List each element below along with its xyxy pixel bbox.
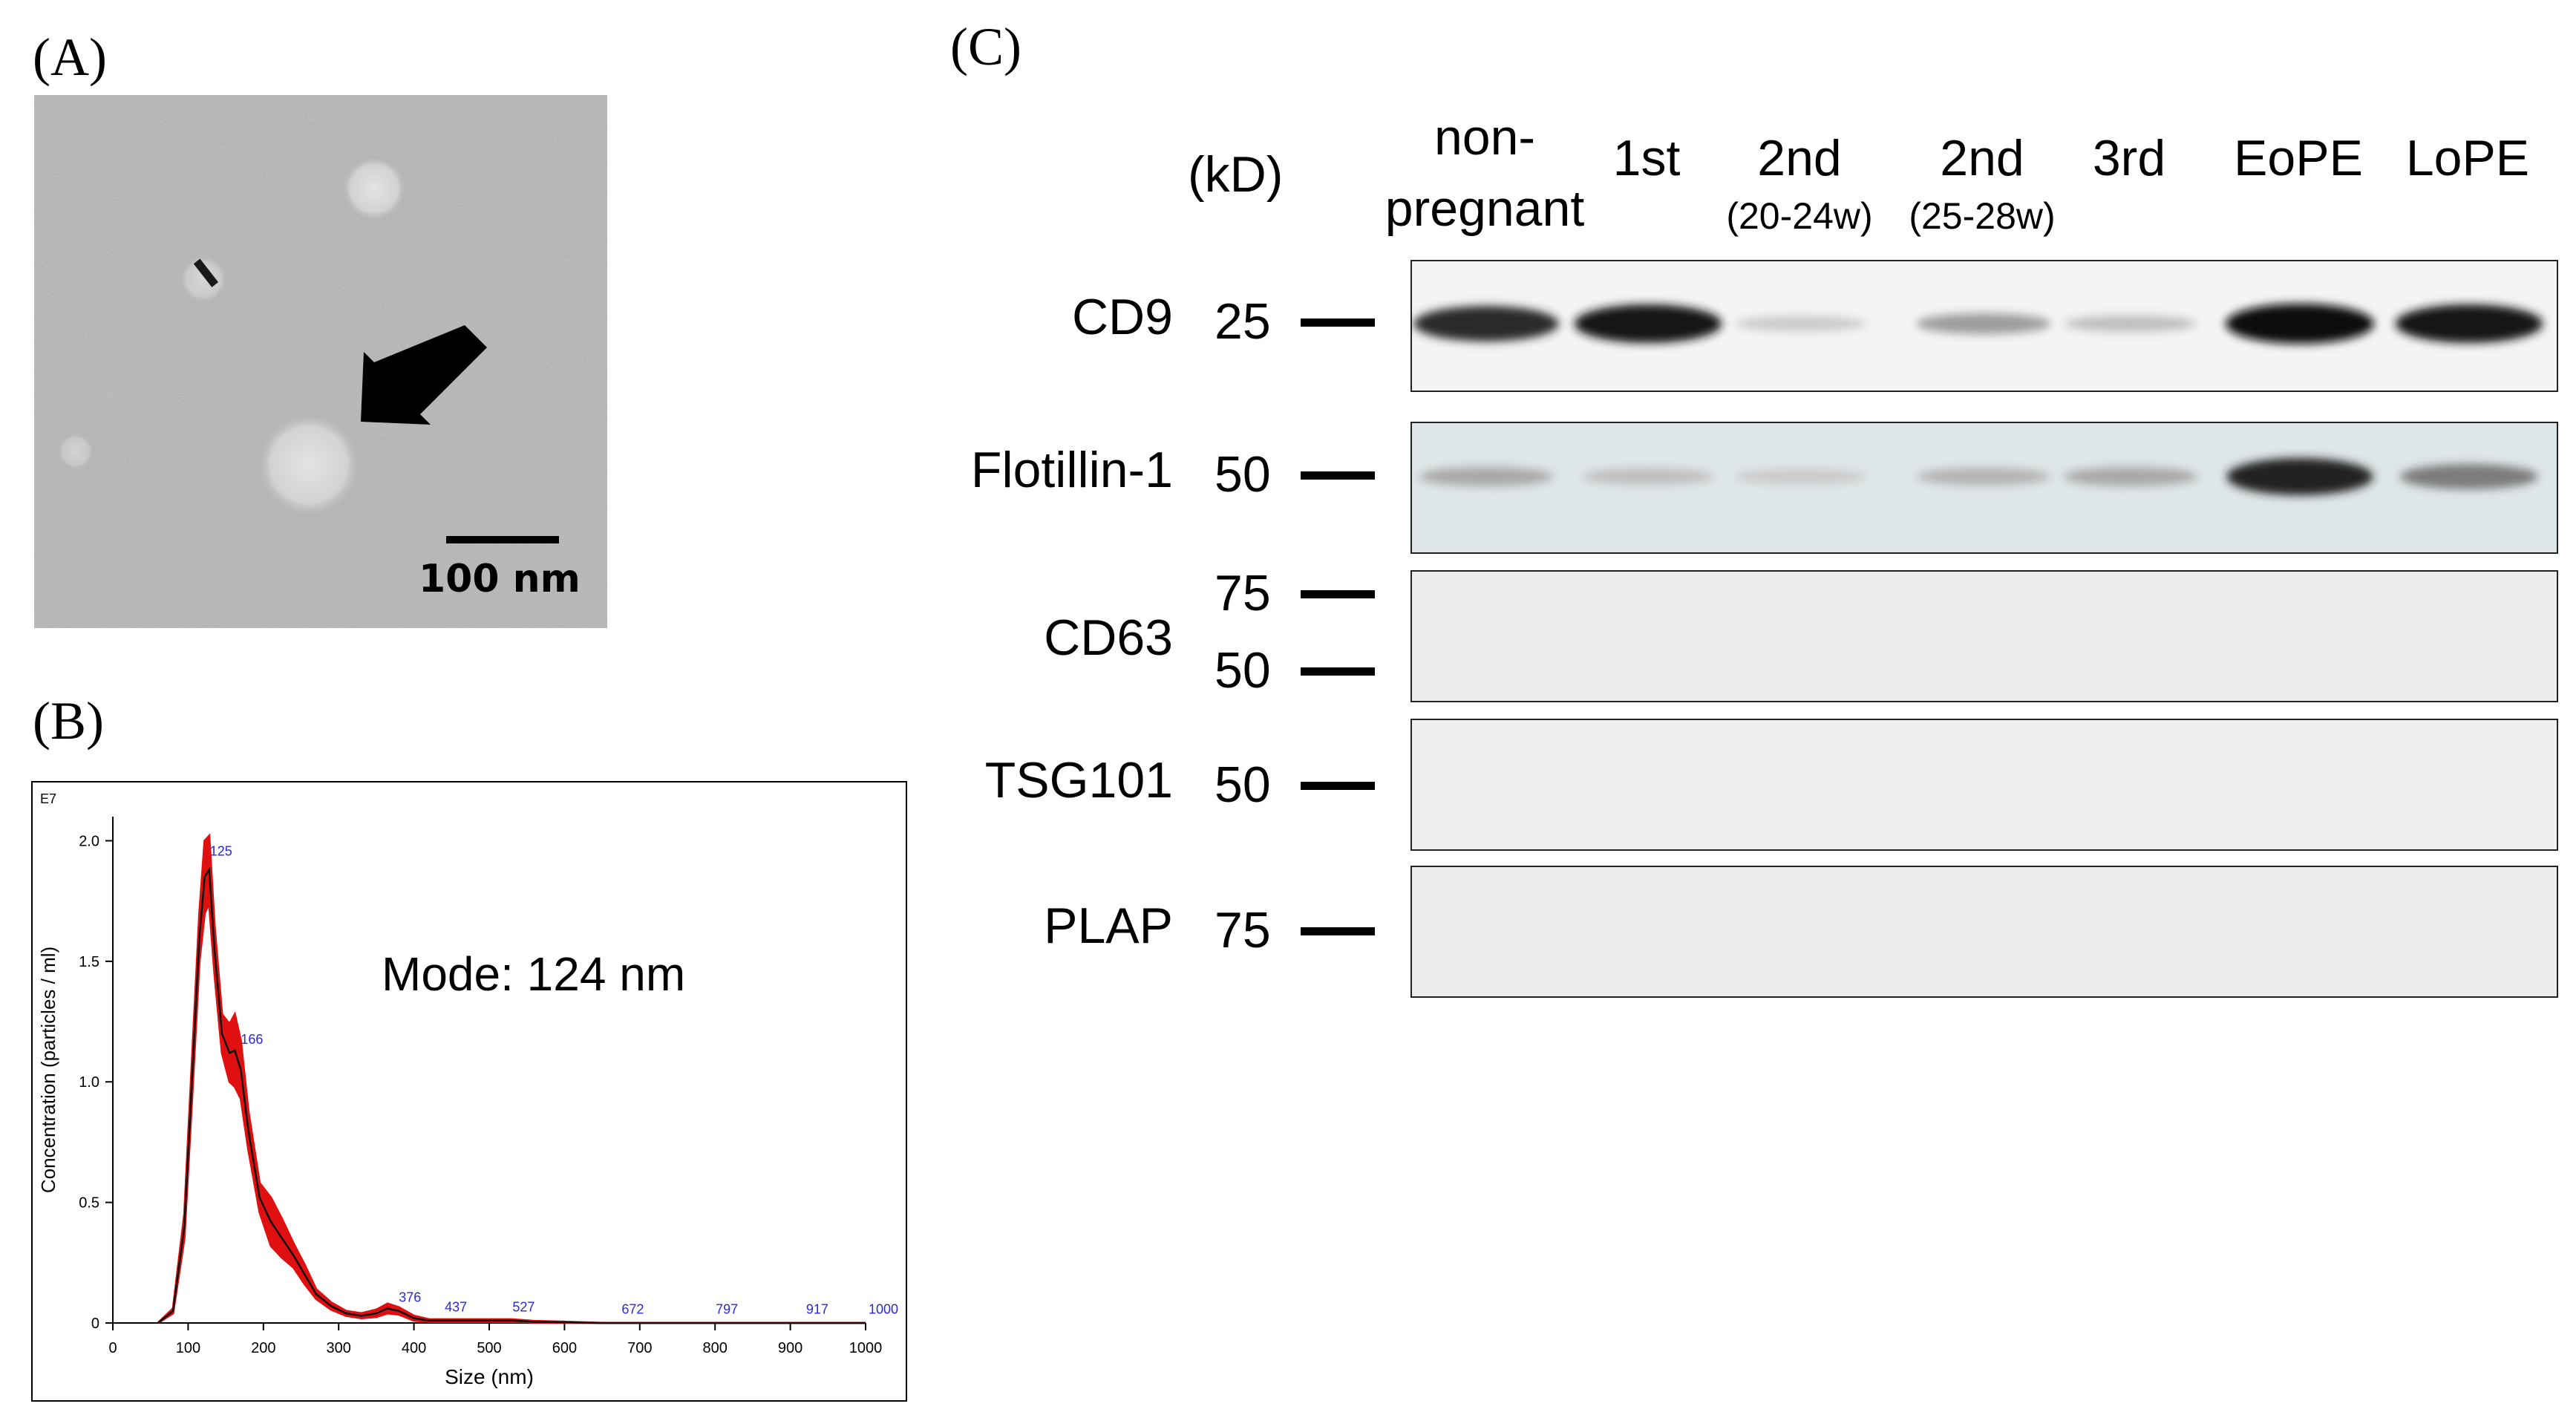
protein-band [1735,316,1867,331]
x-tick-label: 100 [176,1340,200,1356]
blot-strip [1410,719,2558,851]
lane-label: non- [1434,109,1536,166]
lane-sublabel: (25-28w) [1909,195,2056,237]
y-axis-title: Concentration (particles / ml) [37,947,59,1193]
blot-bands [1412,867,2558,998]
x-tick-label: 400 [402,1340,426,1356]
blot-strip [1410,422,2558,554]
x-tick-label: 1000 [849,1340,883,1356]
protein-band [2395,304,2543,343]
mw-marker-label: 75 [1215,565,1271,621]
protein-band [1917,468,2050,486]
protein-label: PLAP [1044,898,1173,954]
x-tick-label: 600 [552,1340,577,1356]
peak-label: 527 [512,1299,535,1314]
protein-band [2400,464,2538,489]
x-axis-title: Size (nm) [445,1365,534,1388]
peak-label: 376 [399,1290,421,1304]
lane-label: 1st [1612,130,1681,186]
x-tick-label: 800 [703,1340,728,1356]
arrow-icon [361,325,487,425]
protein-label: TSG101 [984,752,1173,808]
nta-chart-frame: 0 100 200 300 400 500 600 700 800 900 1000 0 0.5 1.0 1… [31,781,907,1402]
mw-marker-tick [1301,318,1375,327]
peak-label: 125 [210,843,232,858]
scale-bar [446,536,559,543]
y-tick-label: 2.0 [79,833,99,849]
protein-label: CD9 [1071,289,1173,345]
lane-label: LoPE [2405,130,2530,186]
y-tick-label: 1.0 [79,1074,99,1091]
error-band [157,833,866,1324]
mw-marker-label: 50 [1215,446,1271,503]
tem-micrograph: 100 nm [34,95,607,628]
mean-line [157,866,866,1324]
lane-label: pregnant [1385,180,1585,237]
protein-band [1574,304,1722,343]
mw-marker-label: 25 [1215,293,1271,350]
peak-label: 917 [806,1302,828,1317]
mw-marker-label: 50 [1215,757,1271,813]
protein-band [1582,468,1714,485]
protein-band [1735,469,1867,484]
peak-label: 1000 [869,1302,898,1317]
lane-sublabel: (20-24w) [1726,195,1873,237]
x-tick-label: 900 [778,1340,802,1356]
scale-bar-label: 100 nm [419,557,581,601]
mw-marker-tick [1301,667,1375,676]
protein-band [2063,467,2198,486]
protein-band [2226,458,2373,495]
lane-label: EoPE [2234,130,2363,186]
peak-label: 672 [621,1302,644,1317]
blot-strip [1410,866,2558,998]
protein-band [1413,306,1559,342]
mode-annotation: Mode: 124 nm [382,947,685,1001]
protein-band [2226,304,2374,344]
protein-band [1916,313,2051,334]
peak-label: 797 [716,1302,738,1317]
x-tick-label: 300 [327,1340,351,1356]
panel-label-a: (A) [33,27,107,87]
tem-image [34,95,607,628]
blot-bands [1412,720,2558,851]
x-tick-label: 700 [627,1340,652,1356]
protein-label: CD63 [1044,610,1173,666]
x-tick-label: 200 [251,1340,275,1356]
lane-label: 3rd [2092,130,2166,186]
mw-marker-tick [1301,927,1375,935]
blot-strip [1410,570,2558,702]
peak-label: 437 [445,1299,467,1314]
mw-marker-tick [1301,590,1375,598]
y-tick-label: 0.5 [79,1195,99,1212]
protein-band [1419,467,1554,486]
panel-label-b: (B) [33,691,104,751]
y-exponent-label: E7 [40,791,56,806]
blot-bands [1413,304,2543,344]
peak-label: 166 [241,1032,263,1047]
protein-band [2065,316,2197,332]
blot-bands [1412,572,2558,702]
mw-marker-label: 50 [1215,642,1271,699]
mw-marker-tick [1301,782,1375,790]
x-tick-label: 0 [108,1340,117,1356]
mw-marker-tick [1301,471,1375,480]
mw-unit-label: (kD) [1188,146,1284,203]
x-tick-label: 500 [477,1340,501,1356]
y-tick-label: 0 [91,1316,99,1332]
nta-chart: 0 100 200 300 400 500 600 700 800 900 1000 0 0.5 1.0 1… [37,791,898,1388]
panel-label-c: (C) [950,17,1021,76]
y-tick-label: 1.5 [79,954,99,970]
mw-marker-label: 75 [1215,902,1271,958]
lane-label: 2nd [1757,130,1842,186]
protein-label: Flotillin-1 [970,442,1173,498]
lane-label: 2nd [1940,130,2024,186]
blot-strip [1410,260,2558,392]
blot-bands [1419,458,2538,495]
